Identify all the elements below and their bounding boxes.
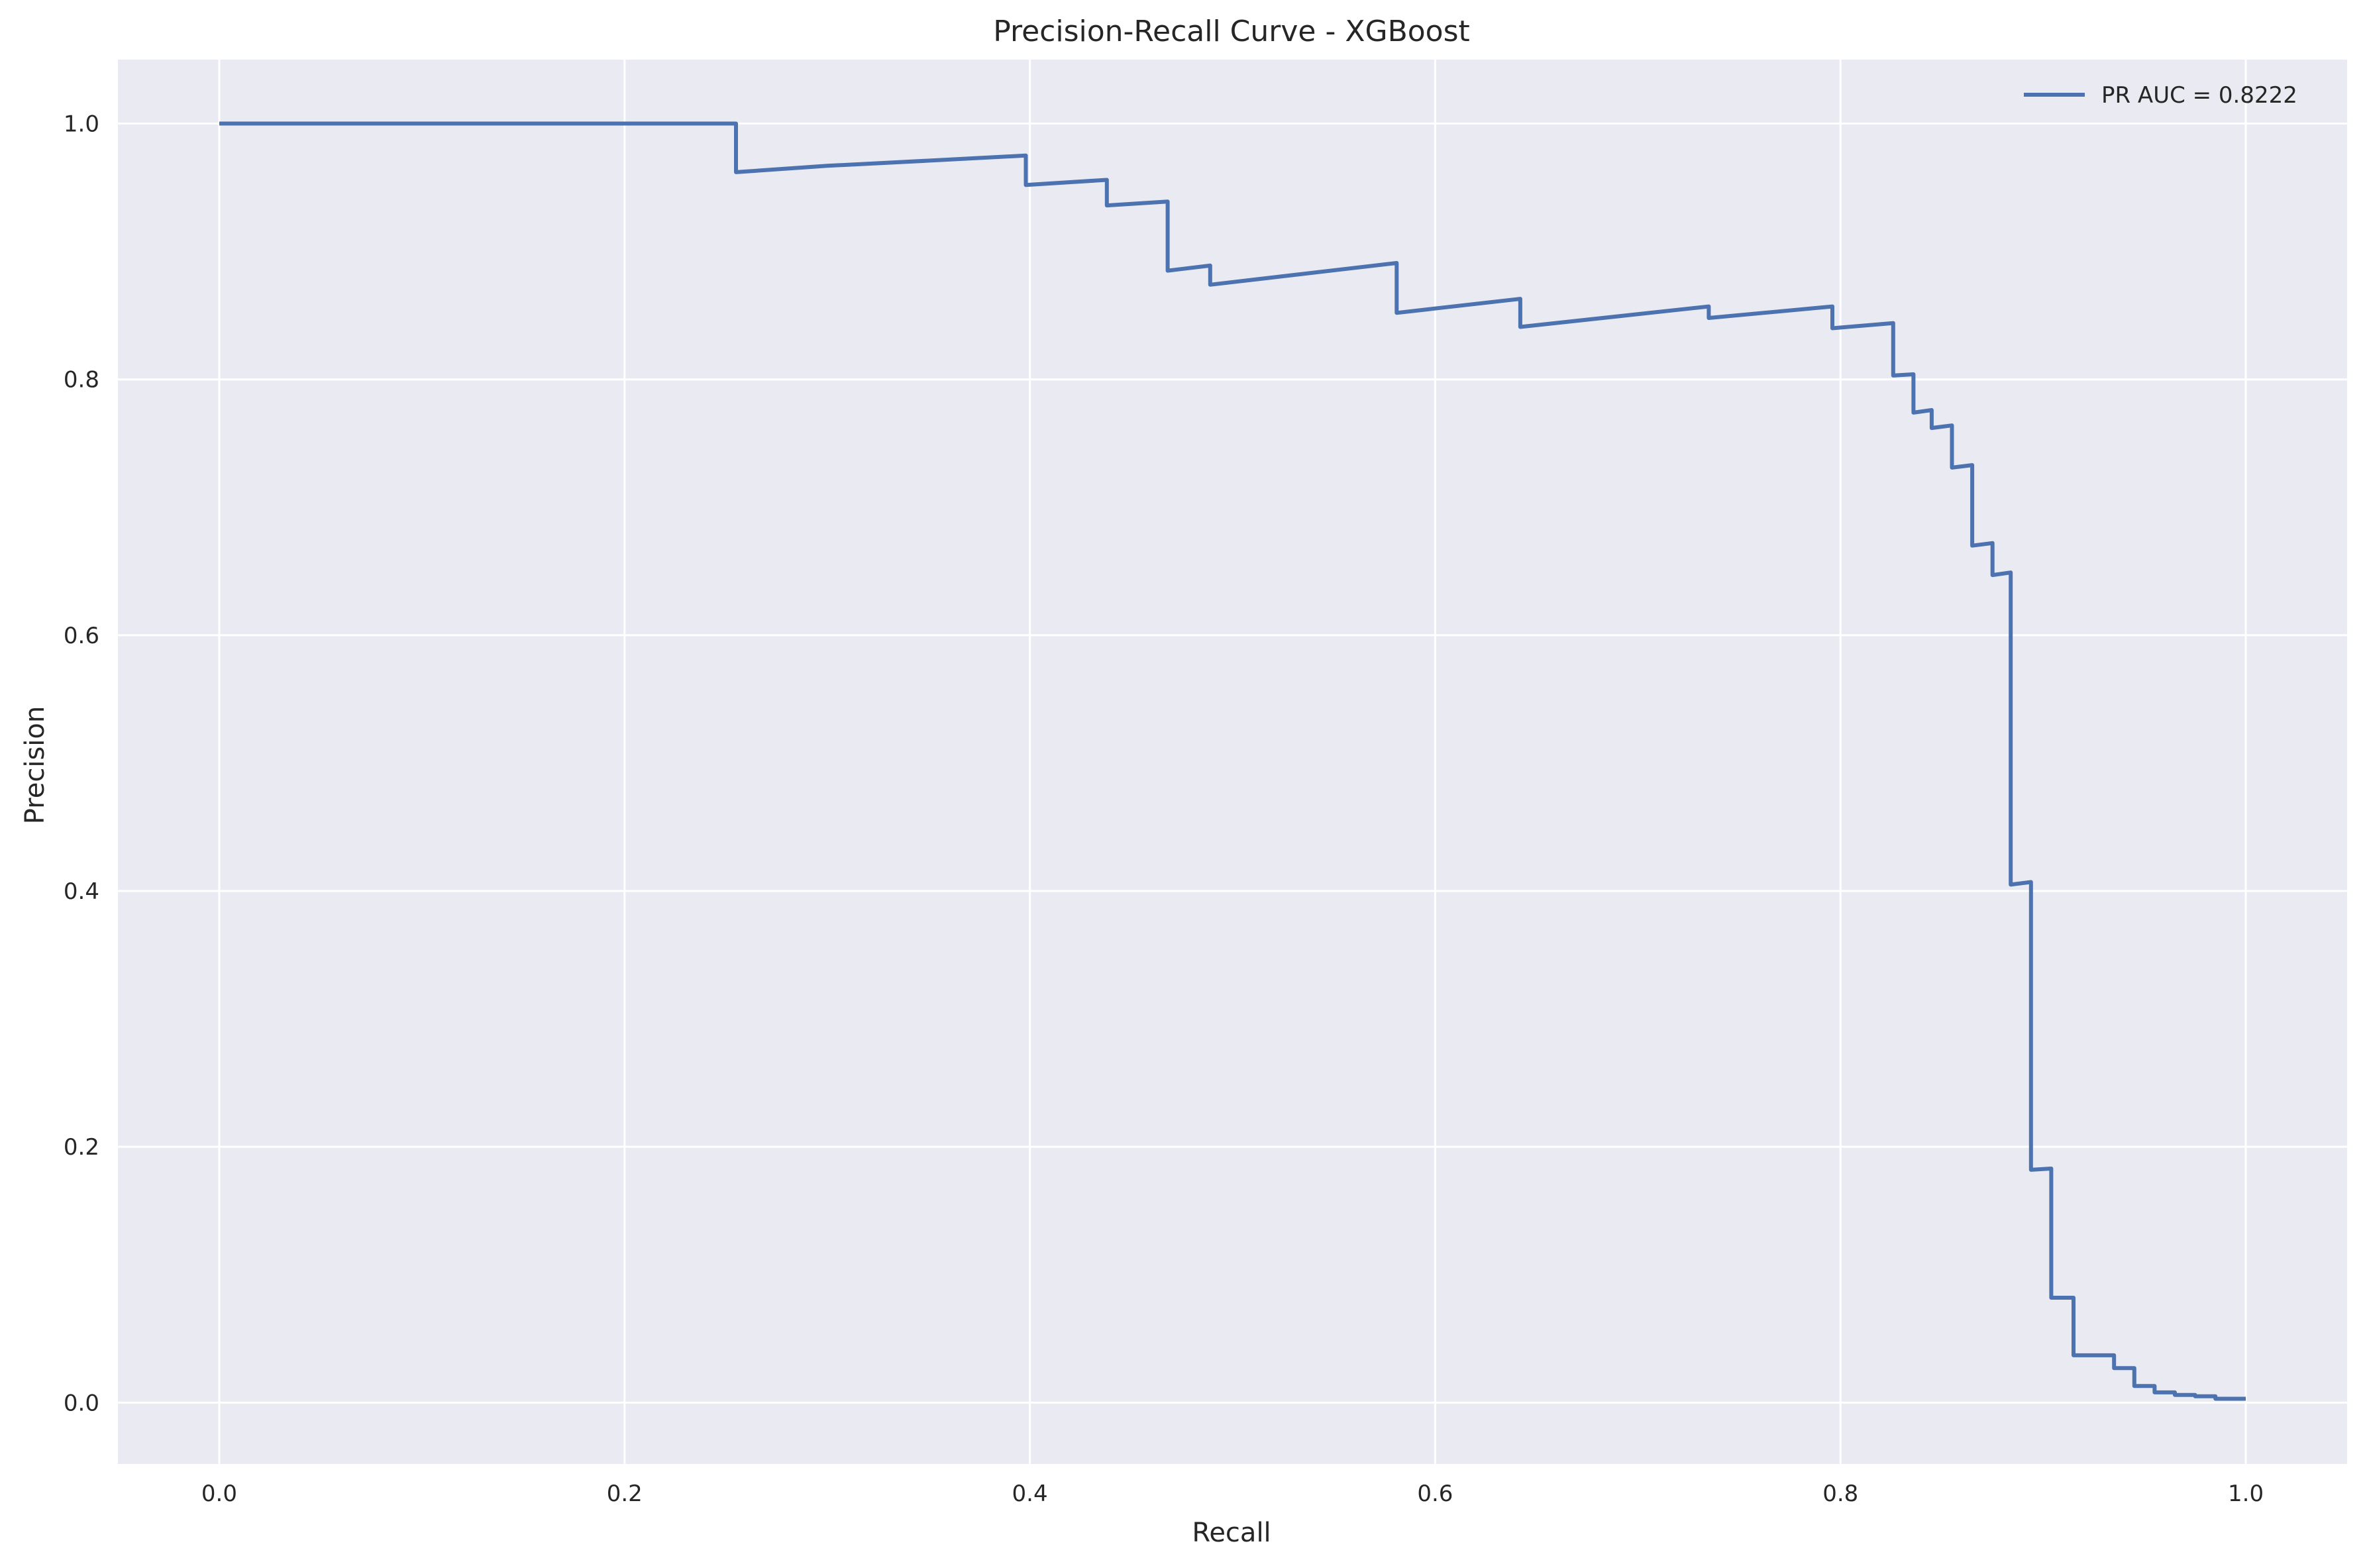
series-layer [219,121,2246,1401]
x-tick-label: 0.4 [1012,1481,1048,1507]
y-tick-label: 1.0 [64,111,99,138]
x-tick-label: 0.2 [607,1481,643,1507]
y-tick-label: 0.6 [64,623,99,649]
x-axis-label: Recall [1192,1518,1271,1548]
x-tick-label: 1.0 [2228,1481,2264,1507]
plot-area [118,60,2347,1464]
y-tick-label: 0.8 [64,367,99,393]
legend-label: PR AUC = 0.8222 [2101,82,2297,109]
x-tick-labels: 0.0 0.2 0.4 0.6 0.8 1.0 [201,1481,2264,1507]
y-axis-label: Precision [20,706,50,824]
y-tick-labels: 0.0 0.2 0.4 0.6 0.8 1.0 [64,111,99,1417]
pr-curve-line [219,121,2246,1401]
y-tick-label: 0.4 [64,878,99,905]
chart-title: Precision-Recall Curve - XGBoost [993,15,1470,48]
y-tick-label: 0.2 [64,1134,99,1161]
x-tick-label: 0.8 [1822,1481,1858,1507]
x-tick-label: 0.0 [201,1481,237,1507]
x-tick-label: 0.6 [1417,1481,1453,1507]
legend: PR AUC = 0.8222 [2024,82,2297,109]
y-tick-label: 0.0 [64,1390,99,1416]
